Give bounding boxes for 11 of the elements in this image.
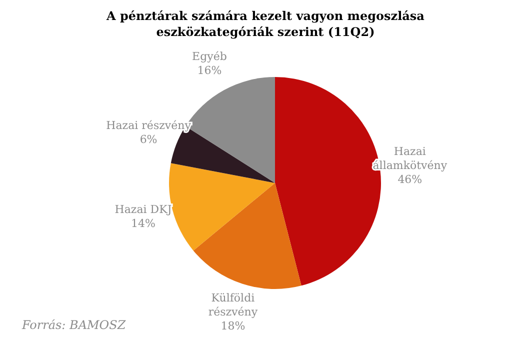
pie-slice <box>193 183 302 289</box>
data-label: 14% <box>131 216 156 230</box>
data-label: 46% <box>398 172 422 186</box>
data-label: 16% <box>197 64 222 77</box>
data-label: 6% <box>140 132 158 146</box>
data-label: 18% <box>220 319 246 332</box>
chart-title: A pénztárak számára kezelt vagyon megoszlása eszközkategóriák szerint (11Q2) <box>105 8 426 41</box>
text: Forrás: BAMOSZ <box>22 318 126 332</box>
slice-label: Hazai DKJ <box>114 202 172 216</box>
slice-label: Egyéb <box>192 50 227 63</box>
slice-label: Külföldi részvény <box>208 291 258 318</box>
